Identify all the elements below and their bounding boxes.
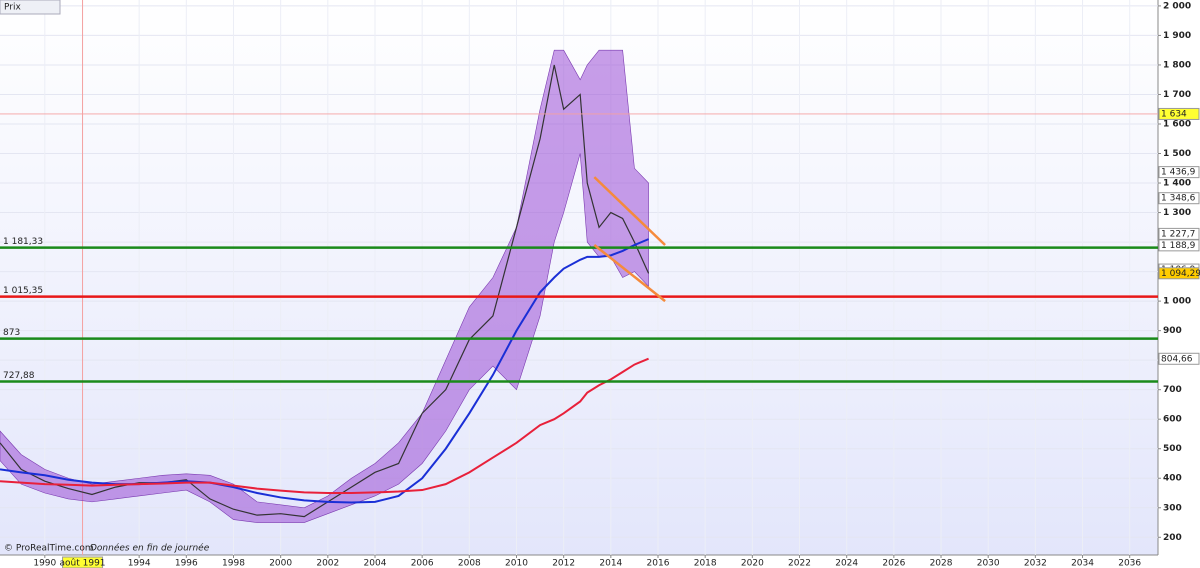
price-label: 1 634 <box>1161 109 1187 119</box>
level-label: 873 <box>3 328 20 338</box>
footer: © ProRealTime.com <box>4 544 94 554</box>
x-tick-label: 2020 <box>741 559 764 568</box>
price-label: 1 348,6 <box>1161 194 1196 204</box>
y-tick-label: 1 000 <box>1163 297 1191 307</box>
y-axis-panel <box>1158 0 1200 568</box>
y-tick-label: 1 300 <box>1163 208 1191 218</box>
price-label-box <box>1158 352 1200 365</box>
cursor-label: août 1991 <box>60 559 106 568</box>
price-label: 1 188,9 <box>1161 241 1196 251</box>
x-tick-label: 2018 <box>694 559 717 568</box>
x-tick-label: 2032 <box>1024 559 1047 568</box>
bollinger-band <box>0 49 649 523</box>
price-label-box <box>1158 239 1200 252</box>
header-label: Prix <box>4 3 21 13</box>
level-label: 727,88 <box>3 371 35 381</box>
x-tick-label: 2000 <box>269 559 292 568</box>
y-tick-label: 1 600 <box>1163 119 1191 129</box>
y-tick-label: 1 900 <box>1163 31 1191 41</box>
level-label: 1 181,33 <box>3 237 43 247</box>
y-tick-label: 300 <box>1163 503 1182 513</box>
x-tick-label: 2004 <box>364 559 387 568</box>
x-tick-label: 1996 <box>175 559 198 568</box>
x-tick-label: 2034 <box>1071 559 1094 568</box>
y-tick-label: 600 <box>1163 415 1182 425</box>
x-tick-label: 1998 <box>222 559 245 568</box>
price-line <box>0 357 649 495</box>
x-tick-label: 2006 <box>411 559 434 568</box>
price-line <box>0 64 650 518</box>
x-tick-label: 2036 <box>1118 559 1141 568</box>
trendline <box>593 244 666 303</box>
level-label: 1 015,35 <box>3 286 43 296</box>
x-tick-label: 2014 <box>599 559 622 568</box>
x-tick-label: 2010 <box>505 559 528 568</box>
header-box <box>0 0 61 15</box>
price-label: 1 094,29 <box>1161 269 1200 279</box>
x-tick-label: 2022 <box>788 559 811 568</box>
x-tick-label: 1990 <box>33 559 56 568</box>
price-label-box <box>1158 166 1200 179</box>
footer-note: Données en fin de journée <box>90 543 210 554</box>
y-tick-label: 400 <box>1163 474 1182 484</box>
plot-layer: 1 181,33 1 015,35 873 727,88 <box>0 0 1158 555</box>
y-tick-label: 700 <box>1163 385 1182 395</box>
x-tick-label: 2030 <box>977 559 1000 568</box>
x-tick-label: 2008 <box>458 559 481 568</box>
price-label: 1 436,9 <box>1161 168 1196 178</box>
x-tick-label: 2016 <box>647 559 670 568</box>
y-tick-label: 1 400 <box>1163 179 1191 189</box>
x-tick-label: 2002 <box>316 559 339 568</box>
trendline <box>593 176 666 246</box>
x-axis-panel <box>0 555 1158 568</box>
x-tick-label: 2028 <box>930 559 953 568</box>
price-label-box <box>1158 267 1200 280</box>
x-tick-label: 2024 <box>835 559 858 568</box>
x-tick-label: 1994 <box>128 559 151 568</box>
y-tick-label: 1 500 <box>1163 149 1191 159</box>
x-tick-label: 2012 <box>552 559 575 568</box>
y-tick-label: 900 <box>1163 326 1182 336</box>
x-tick-label: 2026 <box>882 559 905 568</box>
y-tick-label: 1 700 <box>1163 90 1191 100</box>
price-label-box <box>1158 107 1200 120</box>
price-label: 1 227,7 <box>1161 229 1195 239</box>
price-label: 804,66 <box>1161 354 1193 364</box>
y-tick-label: 1 800 <box>1163 60 1191 70</box>
y-tick-label: 2 000 <box>1163 1 1191 11</box>
y-tick-label: 500 <box>1163 444 1182 454</box>
price-label-box <box>1158 192 1200 205</box>
cursor-label-box <box>62 556 104 568</box>
y-tick-label: 200 <box>1163 533 1182 543</box>
